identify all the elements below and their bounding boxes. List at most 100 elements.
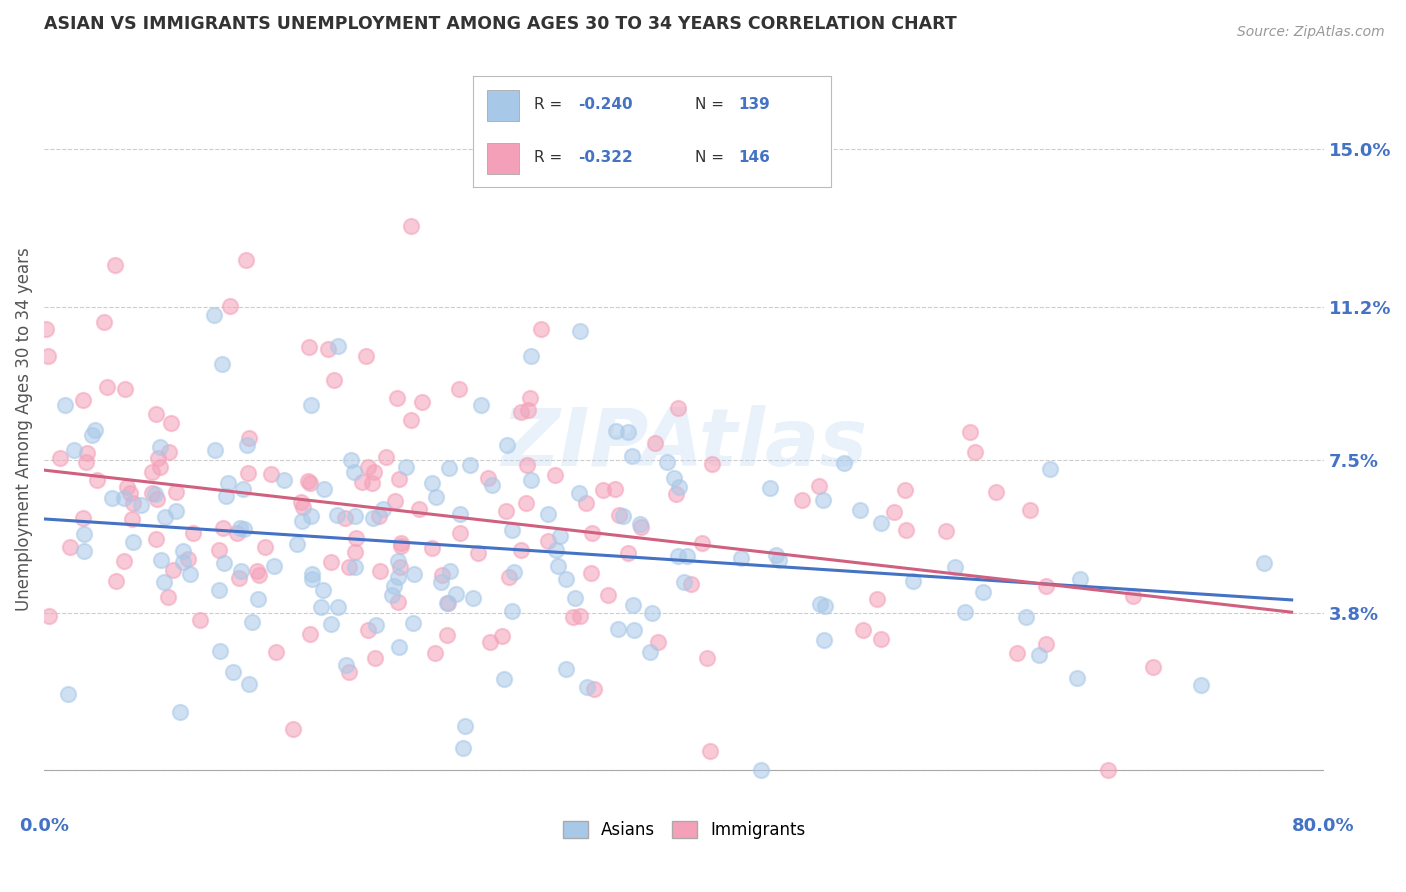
Point <box>617 546 640 560</box>
Text: Source: ZipAtlas.com: Source: ZipAtlas.com <box>1237 25 1385 39</box>
Point <box>583 682 606 697</box>
Point <box>401 616 423 631</box>
Point <box>370 564 392 578</box>
Point <box>813 633 835 648</box>
Point <box>935 524 957 538</box>
Point <box>581 526 603 541</box>
Point <box>672 575 695 590</box>
Point <box>384 493 406 508</box>
Point <box>467 546 489 560</box>
Point <box>283 723 305 737</box>
Point <box>208 583 231 598</box>
Point <box>515 496 537 510</box>
Point <box>301 572 323 586</box>
Point <box>516 403 538 417</box>
Point <box>537 534 560 549</box>
Point <box>569 325 592 339</box>
Point <box>1189 678 1212 692</box>
Point <box>325 508 347 523</box>
Point <box>458 458 481 473</box>
Point <box>328 339 350 353</box>
Point <box>235 253 257 268</box>
Point <box>679 577 702 591</box>
Point <box>408 501 430 516</box>
Point <box>181 525 204 540</box>
Point <box>1066 671 1088 685</box>
Point <box>145 532 167 546</box>
Point <box>323 373 346 387</box>
Point <box>564 591 586 605</box>
Point <box>204 443 226 458</box>
Point <box>53 398 76 412</box>
Point <box>388 640 411 654</box>
Point <box>49 450 72 465</box>
Point <box>165 485 187 500</box>
Point <box>344 508 367 523</box>
Point <box>287 537 309 551</box>
Point <box>112 491 135 505</box>
Point <box>146 451 169 466</box>
Point <box>439 564 461 578</box>
Point <box>145 407 167 421</box>
Point <box>122 534 145 549</box>
Point <box>389 535 412 549</box>
Point <box>598 588 620 602</box>
Point <box>211 520 233 534</box>
Point <box>375 450 398 464</box>
Point <box>808 479 831 493</box>
Point <box>640 607 662 621</box>
Point <box>35 322 58 336</box>
Point <box>605 424 627 438</box>
Point <box>972 585 994 599</box>
Point <box>569 609 592 624</box>
Point <box>290 495 312 509</box>
Point <box>159 416 181 430</box>
Point <box>72 511 94 525</box>
Point <box>498 570 520 584</box>
Point <box>1028 648 1050 663</box>
Point <box>444 587 467 601</box>
Point <box>575 680 598 694</box>
Point <box>114 382 136 396</box>
Point <box>364 650 387 665</box>
Point <box>1253 556 1275 570</box>
Point <box>354 349 377 363</box>
Point <box>159 445 181 459</box>
Point <box>690 536 713 550</box>
Point <box>238 431 260 445</box>
Point <box>759 482 782 496</box>
Point <box>236 467 259 481</box>
Point <box>454 719 477 733</box>
Point <box>592 483 614 497</box>
Point <box>1122 590 1144 604</box>
Point <box>238 677 260 691</box>
Point <box>266 645 288 659</box>
Point <box>1018 503 1040 517</box>
Point <box>143 487 166 501</box>
Point <box>172 544 194 558</box>
Point <box>340 452 363 467</box>
Point <box>404 567 426 582</box>
Point <box>959 425 981 439</box>
Point <box>568 486 591 500</box>
Point <box>228 571 250 585</box>
Point <box>169 705 191 719</box>
Point <box>852 623 875 637</box>
Point <box>420 476 443 491</box>
Point <box>218 299 240 313</box>
Point <box>1069 572 1091 586</box>
Point <box>208 543 231 558</box>
Point <box>73 527 96 541</box>
Point <box>866 592 889 607</box>
Point <box>628 517 651 532</box>
Point <box>668 549 690 563</box>
Point <box>343 560 366 574</box>
Point <box>381 588 404 602</box>
Point <box>808 597 831 611</box>
Point <box>337 560 360 574</box>
Point <box>240 615 263 630</box>
Point <box>301 509 323 524</box>
Point <box>530 322 553 336</box>
Point <box>607 508 630 522</box>
Point <box>312 482 335 496</box>
